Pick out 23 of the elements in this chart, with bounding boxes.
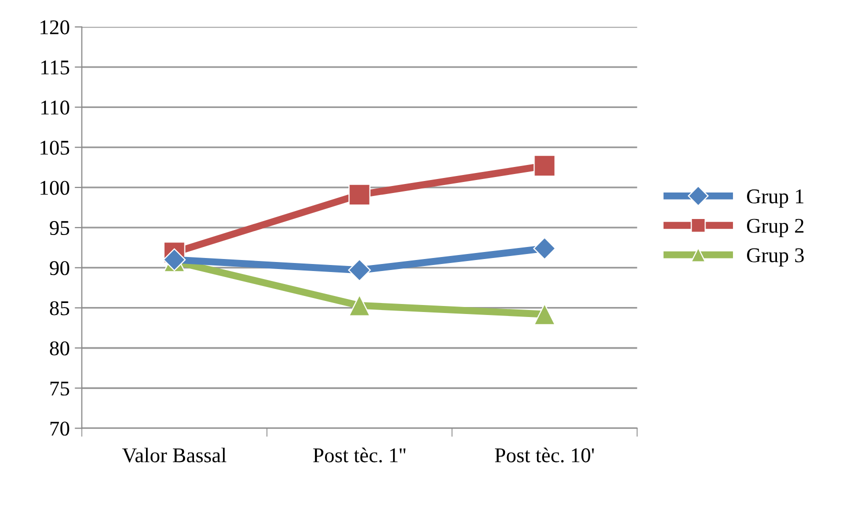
y-tick-label: 115 xyxy=(41,60,70,74)
y-tick-label: 110 xyxy=(41,100,70,115)
y-tick-label: 90 xyxy=(50,261,70,276)
legend-label: Grup 3 xyxy=(747,248,804,267)
y-tick-label: 80 xyxy=(50,341,70,356)
y-tick-label: 100 xyxy=(40,180,70,195)
point xyxy=(348,258,371,282)
y-tick-label: 105 xyxy=(40,140,70,155)
y-tick-label: 120 xyxy=(40,20,70,34)
y-tick-label: 70 xyxy=(50,422,70,436)
x-tick-label: Post tèc. 10' xyxy=(494,448,594,462)
point xyxy=(348,294,370,316)
x-tick-label: Post tèc. 1'' xyxy=(313,448,406,462)
legend-label: Grup 2 xyxy=(747,218,804,238)
point xyxy=(533,237,556,260)
x-tick-label: Valor Bassal xyxy=(122,448,226,462)
point xyxy=(534,303,556,326)
y-tick-label: 95 xyxy=(50,221,70,236)
point xyxy=(348,184,370,206)
point xyxy=(534,154,556,177)
y-tick-label: 85 xyxy=(50,301,70,316)
legend-label: Grup 1 xyxy=(747,189,804,208)
y-tick-label: 75 xyxy=(50,382,70,396)
